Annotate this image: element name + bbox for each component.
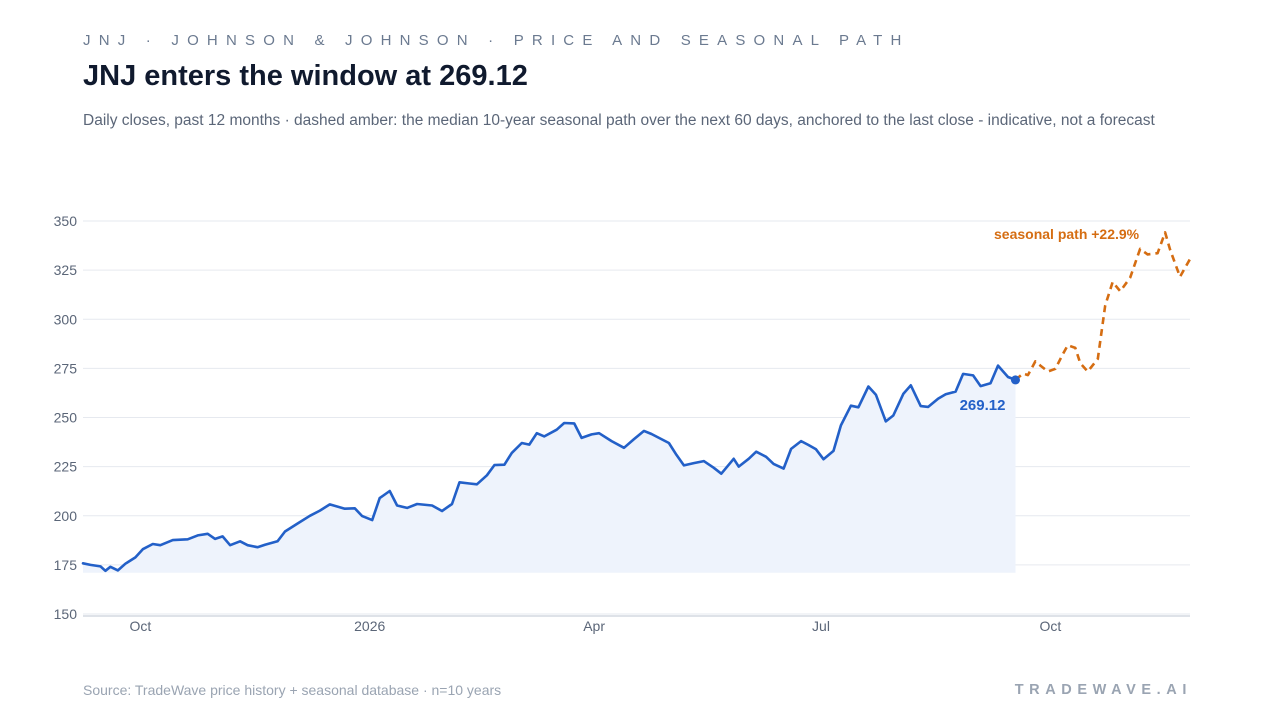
chart-subtitle: Daily closes, past 12 months · dashed am…	[83, 112, 1155, 129]
last-close-marker	[1010, 375, 1020, 385]
x-tick-label: 2026	[354, 618, 385, 634]
brand-wordmark: TRADEWAVE.AI	[1014, 682, 1192, 698]
y-tick-label: 275	[54, 360, 78, 376]
seasonal-path-line	[1014, 231, 1192, 381]
seasonal-path-label: seasonal path +22.9%	[994, 226, 1140, 242]
source-note: Source: TradeWave price history + season…	[83, 682, 502, 698]
y-tick-label: 325	[54, 262, 78, 278]
x-tick-label: Oct	[1039, 618, 1061, 634]
annotations: 269.12 seasonal path +22.9%	[960, 226, 1140, 414]
chart-kicker: JNJ · JOHNSON & JOHNSON · PRICE AND SEAS…	[83, 32, 910, 49]
y-tick-label: 225	[54, 459, 78, 475]
axis-labels: 150 175 200 225 250 275 300 325 350 Oct 2026 Apr Jul…	[54, 213, 1062, 634]
x-tick-label: Jul	[812, 618, 830, 634]
last-close-label: 269.12	[960, 397, 1006, 414]
y-tick-label: 300	[54, 311, 78, 327]
page-title: JNJ enters the window at 269.12	[83, 60, 528, 92]
y-tick-label: 250	[54, 410, 78, 426]
y-tick-label: 200	[54, 508, 78, 524]
price-area-fill	[83, 365, 1016, 573]
x-tick-label: Oct	[129, 618, 151, 634]
y-tick-label: 350	[54, 213, 78, 229]
y-tick-label: 175	[54, 557, 78, 573]
x-tick-label: Apr	[583, 618, 605, 634]
series-lines	[81, 231, 1192, 573]
price-line	[81, 364, 1017, 573]
y-tick-label: 150	[54, 606, 78, 622]
price-area	[83, 365, 1016, 573]
